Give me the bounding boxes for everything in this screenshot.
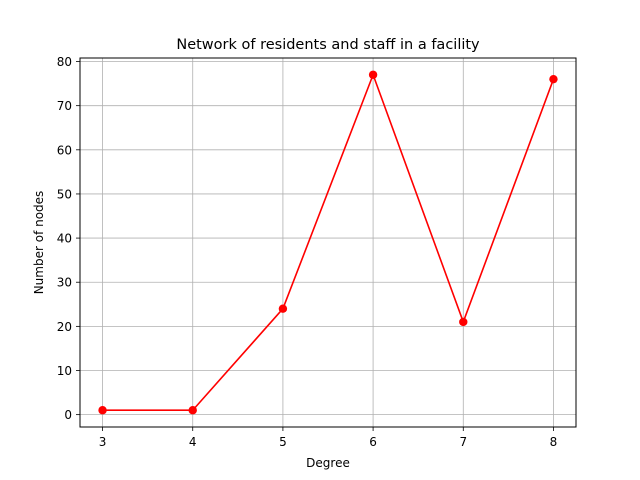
y-tick-label: 50 [57,187,72,201]
x-tick-label: 5 [279,435,287,449]
y-tick-label: 40 [57,232,72,246]
x-tick-label: 3 [99,435,107,449]
y-axis-label: Number of nodes [32,191,46,295]
series-line [102,72,555,412]
y-tick-label: 60 [57,143,72,157]
data-point [368,70,378,79]
data-point [278,304,288,313]
x-tick-label: 8 [550,435,558,449]
x-tick-label: 4 [189,435,197,449]
y-tick-label: 0 [64,408,72,422]
plot-area-frame [79,57,577,428]
data-point [459,317,468,327]
data-point [98,406,107,415]
grid [80,58,576,427]
data-point [188,406,197,415]
y-tick-label: 30 [57,276,72,290]
y-tick-label: 20 [57,320,72,334]
x-tick-label: 6 [369,435,377,449]
data-point [549,74,558,84]
y-tick-label: 80 [57,55,72,69]
x-axis-label: Degree [306,456,350,470]
x-tick-label: 7 [459,435,467,449]
chart-title: Network of residents and staff in a faci… [176,37,480,53]
y-tick-label: 70 [57,99,72,113]
data-series [98,70,558,415]
y-tick-label: 10 [57,364,72,378]
